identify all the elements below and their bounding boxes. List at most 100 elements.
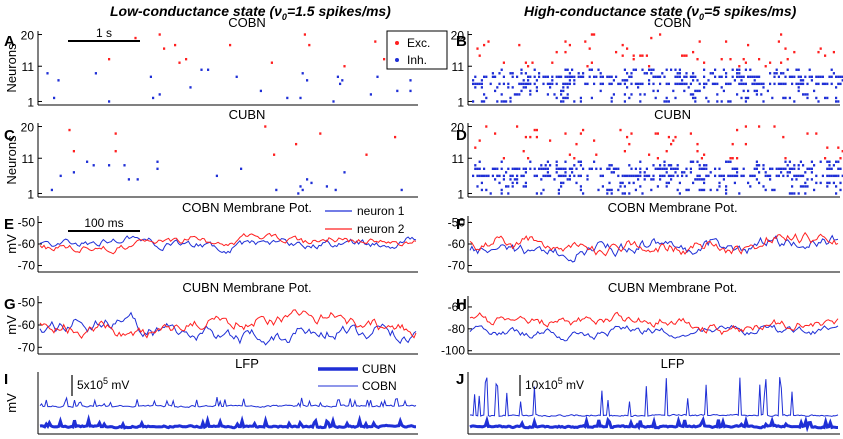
inh-spike: [806, 185, 809, 188]
inh-spike: [639, 100, 642, 103]
inh-spike: [707, 174, 710, 178]
inh-spike: [507, 185, 510, 188]
inh-spike: [755, 178, 758, 181]
inh-spike: [341, 79, 344, 82]
inh-spike: [500, 93, 503, 96]
inh-spike: [634, 174, 637, 178]
inh-spike: [802, 185, 805, 188]
inh-spike: [841, 79, 843, 82]
inh-spike: [136, 178, 139, 181]
legend: Exc. Inh.: [386, 30, 448, 70]
inh-spike: [630, 72, 633, 75]
time-scale-label: 1 s: [96, 26, 112, 40]
inh-spike: [703, 164, 706, 167]
panel-title: COBN: [654, 15, 692, 30]
inh-spike: [670, 178, 673, 181]
inh-spike: [725, 188, 728, 192]
inh-spike: [557, 192, 560, 195]
inh-spike: [590, 167, 593, 171]
exc-spike: [672, 139, 675, 142]
inh-spike: [483, 75, 486, 79]
inh-spike: [496, 86, 499, 89]
inh-spike: [621, 192, 624, 195]
inh-spike: [593, 82, 596, 86]
legend-inh-marker: [395, 58, 399, 62]
y-tick-label: 11: [22, 152, 35, 166]
inh-spike: [588, 68, 591, 71]
inh-spike: [727, 100, 730, 103]
inh-spike: [623, 174, 626, 178]
exc-spike: [782, 135, 785, 139]
inh-spike: [696, 79, 699, 82]
inh-spike: [542, 188, 545, 192]
inh-spike: [409, 89, 412, 93]
inh-spike: [678, 82, 681, 86]
inh-spike: [573, 174, 576, 178]
inh-spike: [841, 174, 843, 178]
inh-spike: [795, 68, 798, 71]
lfp-trace-cubn: [469, 415, 838, 433]
inh-spike: [837, 82, 840, 86]
inh-spike: [810, 171, 813, 174]
exc-spike: [665, 149, 668, 153]
inh-spike: [678, 75, 681, 79]
inh-spike: [826, 185, 829, 188]
inh-spike: [652, 174, 655, 178]
inh-spike: [610, 82, 613, 86]
inh-spike: [573, 100, 576, 103]
inh-spike: [573, 164, 576, 167]
inh-spike: [557, 75, 560, 79]
inh-spike: [568, 79, 571, 82]
inh-spike: [601, 185, 604, 188]
inh-spike: [608, 82, 611, 86]
inh-spike: [678, 192, 681, 195]
inh-spike: [520, 82, 523, 86]
inh-spike: [694, 75, 697, 79]
inh-spike: [524, 185, 527, 188]
inh-spike: [297, 192, 300, 195]
inh-spike: [610, 75, 613, 79]
exc-spike: [683, 54, 686, 57]
exc-spike: [615, 50, 618, 54]
inh-spike: [725, 192, 728, 195]
inh-spike: [474, 86, 477, 89]
exc-spike: [527, 65, 530, 68]
inh-spike: [610, 192, 613, 195]
inh-spike: [784, 160, 787, 163]
inh-spike: [694, 89, 697, 93]
inh-spike: [791, 82, 794, 86]
exc-spike: [738, 65, 741, 68]
inh-spike: [718, 181, 721, 185]
exc-spike: [178, 61, 181, 64]
inh-spike: [696, 178, 699, 181]
inh-spike: [804, 192, 807, 195]
inh-spike: [568, 82, 571, 86]
inh-spike: [689, 167, 692, 171]
inh-spike: [777, 82, 780, 86]
inh-spike: [689, 171, 692, 174]
inh-spike: [650, 72, 653, 75]
inh-spike: [544, 164, 547, 167]
inh-spike: [835, 174, 838, 178]
inh-spike: [685, 174, 688, 178]
inh-spike: [650, 188, 653, 192]
inh-spike: [700, 178, 703, 181]
inh-spike: [826, 167, 829, 171]
inh-spike: [577, 72, 580, 75]
inh-spike: [815, 96, 818, 100]
inh-spike: [665, 68, 668, 71]
inh-spike: [731, 174, 734, 178]
inh-spike: [498, 174, 501, 178]
exc-spike: [674, 135, 677, 139]
exc-spike: [777, 40, 780, 43]
y-tick-label: -60: [448, 300, 466, 314]
inh-spike: [480, 100, 483, 103]
panel-letter-h: H: [456, 296, 467, 313]
inh-spike: [788, 75, 791, 79]
inh-spike: [641, 68, 644, 71]
inh-spike: [573, 82, 576, 86]
inh-spike: [509, 100, 512, 103]
inh-spike: [703, 167, 706, 171]
inh-spike: [562, 82, 565, 86]
